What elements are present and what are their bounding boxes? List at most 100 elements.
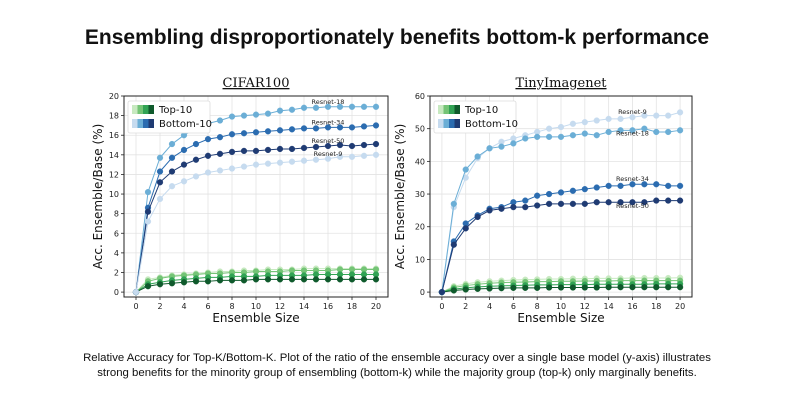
data-point (450, 200, 457, 207)
data-point (617, 182, 624, 189)
data-point (557, 284, 565, 291)
data-point (204, 152, 212, 159)
x-tick-label: 18 (651, 302, 661, 311)
data-point (144, 283, 152, 290)
series-name-label: Resnet-34 (616, 175, 649, 183)
x-tick-label: 20 (675, 302, 685, 311)
data-point (522, 197, 529, 204)
data-point (204, 169, 212, 176)
data-point (336, 153, 344, 160)
data-point (522, 135, 529, 142)
data-point (629, 284, 636, 291)
data-point (474, 153, 481, 160)
data-point (372, 276, 380, 283)
data-point (336, 124, 344, 131)
data-point (180, 279, 188, 286)
data-point (348, 124, 356, 131)
data-point (312, 276, 320, 283)
y-tick-label: 18 (109, 112, 119, 121)
data-point (312, 156, 320, 163)
legend-swatch (443, 105, 449, 114)
legend: Top-10 Bottom-10 (433, 100, 518, 134)
data-point (240, 163, 248, 170)
data-point (156, 195, 164, 203)
charts-svg: 0 2 4 6 8 10 12 14 16 18 2002468101214161820CIFAR1… (91, 76, 693, 325)
data-point (276, 159, 284, 166)
data-point (192, 173, 200, 180)
data-point (264, 146, 272, 154)
data-point (641, 284, 648, 291)
legend-swatch (454, 119, 460, 128)
data-point (498, 205, 505, 212)
data-point (522, 284, 529, 291)
data-point (228, 113, 236, 120)
data-point (264, 276, 272, 283)
data-point (617, 115, 624, 122)
y-tick-label: 10 (415, 255, 425, 264)
data-point (629, 199, 636, 206)
data-point (180, 178, 188, 185)
y-tick-label: 14 (109, 151, 119, 160)
data-point (156, 179, 164, 186)
data-point (653, 284, 660, 291)
data-point (216, 277, 224, 284)
data-point (288, 276, 296, 283)
data-point (300, 125, 308, 132)
data-point (264, 160, 272, 167)
y-axis-label: Acc. Ensemble/Base (%) (393, 124, 407, 270)
legend-label-bottom: Bottom-10 (465, 119, 518, 130)
data-point (252, 111, 260, 118)
data-point (168, 140, 176, 148)
x-tick-label: 6 (511, 302, 516, 311)
data-point (534, 284, 541, 291)
chart-1: 0 2 4 6 8 10 12 14 16 18 20 0 2 4 6 8 10 12 14 16 18 20 CIFAR1… (91, 76, 389, 325)
x-tick-label: 12 (275, 302, 285, 311)
y-tick-label: 12 (109, 170, 119, 179)
x-tick-label: 2 (463, 302, 468, 311)
data-point (168, 154, 176, 161)
legend-swatch (449, 105, 455, 114)
data-point (216, 167, 224, 174)
data-point (324, 155, 332, 162)
chart-title: CIFAR100 (223, 76, 290, 91)
data-point (450, 287, 457, 294)
data-point (360, 103, 368, 110)
data-point (156, 154, 164, 161)
series-resnet-18 (438, 125, 684, 296)
x-axis-label: Ensemble Size (517, 311, 604, 325)
y-tick-label: 40 (415, 157, 425, 166)
legend-swatch (137, 119, 143, 128)
data-point (676, 197, 684, 204)
data-point (593, 284, 600, 291)
x-tick-label: 4 (181, 302, 186, 311)
series-resnet-34 (132, 122, 380, 296)
data-point (545, 200, 553, 207)
data-point (360, 276, 368, 283)
series-resnet-50 (438, 197, 684, 296)
legend-swatch (148, 105, 154, 114)
x-tick-label: 18 (347, 302, 357, 311)
data-point (522, 204, 529, 211)
data-point (629, 181, 636, 188)
data-point (156, 168, 164, 175)
y-tick-label: 30 (415, 190, 425, 199)
data-point (462, 225, 469, 232)
data-point (276, 145, 284, 153)
data-point (557, 123, 565, 131)
x-tick-label: 20 (371, 302, 381, 311)
data-point (252, 276, 260, 283)
data-point (300, 104, 308, 111)
data-point (581, 186, 588, 193)
data-point (264, 128, 272, 135)
data-point (228, 165, 236, 172)
data-point (312, 104, 320, 111)
data-point (192, 278, 200, 285)
data-point (557, 133, 565, 140)
data-point (462, 286, 469, 293)
x-tick-label: 8 (229, 302, 234, 311)
data-point (676, 127, 684, 134)
legend: Top-10 Bottom-10 (127, 100, 212, 134)
data-point (168, 280, 176, 287)
data-point (144, 188, 152, 196)
caption-line-2: strong benefits for the minority group o… (97, 367, 697, 379)
